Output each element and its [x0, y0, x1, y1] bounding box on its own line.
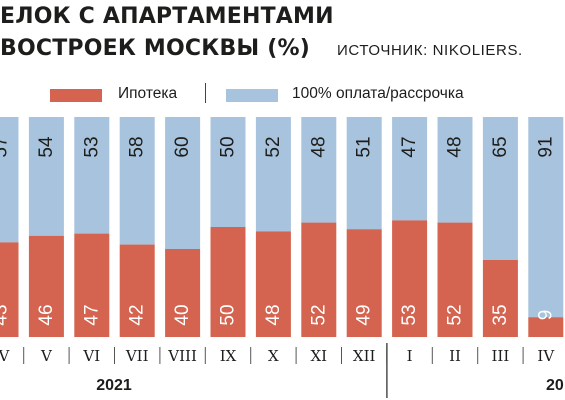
x-tick-label: XII: [353, 347, 376, 365]
value-label-mortgage: 46: [36, 304, 57, 325]
value-label-full-payment: 51: [354, 136, 375, 157]
bar-mortgage: [210, 227, 246, 337]
value-label-mortgage: 52: [445, 304, 466, 325]
chart-title-line-1: ЕЛОК С АПАРТАМЕНТАМИ: [0, 4, 334, 29]
bar-mortgage: [482, 260, 518, 337]
bar-full-payment: [301, 117, 337, 223]
value-label-full-payment: 54: [36, 136, 57, 158]
x-tick-label: VII: [125, 347, 149, 365]
legend-label-full-payment: 100% оплата/рассрочка: [292, 85, 464, 102]
bar-full-payment: [28, 117, 64, 236]
value-label-mortgage: 47: [81, 304, 102, 325]
bar-full-payment: [392, 117, 428, 221]
bar-full-payment: [482, 117, 518, 260]
bar-mortgage: [346, 229, 382, 337]
value-label-mortgage: 52: [308, 304, 329, 325]
value-label-full-payment: 47: [399, 136, 420, 157]
bar-mortgage: [392, 220, 428, 337]
bar-full-payment: [346, 117, 382, 230]
x-tick-label: III: [492, 347, 510, 365]
value-label-mortgage: 40: [172, 304, 193, 325]
year-label-next: 20: [546, 377, 564, 394]
bar-full-payment: [119, 117, 155, 245]
bar-mortgage: [528, 317, 564, 337]
bar-full-payment: [210, 117, 246, 227]
value-label-mortgage: 43: [0, 304, 12, 325]
value-label-mortgage: 53: [399, 304, 420, 325]
legend-swatch-full-payment: [226, 89, 278, 102]
source-note: ИСТОЧНИК: NIKOLIERS.: [337, 42, 523, 59]
value-label-mortgage: 49: [354, 304, 375, 325]
x-tick-label: II: [449, 347, 461, 365]
value-label-full-payment: 57: [0, 136, 12, 157]
x-tick-label: VI: [82, 347, 100, 365]
value-label-mortgage: 42: [127, 304, 148, 325]
legend-swatch-mortgage: [50, 89, 102, 102]
value-label-full-payment: 60: [172, 136, 193, 157]
value-label-full-payment: 50: [218, 136, 239, 157]
bar-mortgage: [437, 222, 473, 337]
x-tick-label: I: [407, 347, 413, 365]
x-tick-label: VIII: [167, 347, 197, 365]
value-label-mortgage: 35: [490, 304, 511, 325]
value-label-full-payment: 91: [535, 136, 556, 157]
value-label-full-payment: 65: [490, 136, 511, 157]
x-tick-label: XI: [310, 347, 327, 365]
value-label-mortgage: 50: [218, 304, 239, 325]
bar-mortgage: [0, 242, 19, 337]
bar-mortgage: [255, 231, 291, 337]
chart-title-line-2: ВОСТРОЕК МОСКВЫ (%): [0, 36, 311, 61]
bar-full-payment: [0, 117, 19, 243]
year-label-2021: 2021: [96, 377, 132, 394]
bar-mortgage: [165, 249, 201, 337]
x-tick-label: IV: [0, 347, 11, 365]
value-label-full-payment: 52: [263, 136, 284, 157]
value-label-full-payment: 58: [127, 136, 148, 157]
legend-separator: [205, 83, 206, 103]
value-label-mortgage: 48: [263, 304, 284, 325]
x-tick-label: X: [268, 347, 279, 365]
bar-full-payment: [528, 117, 564, 318]
value-label-full-payment: 48: [445, 136, 466, 157]
bar-mortgage: [119, 244, 155, 337]
bar-full-payment: [255, 117, 291, 232]
bar-mortgage: [74, 233, 110, 337]
bar-full-payment: [165, 117, 201, 249]
value-label-full-payment: 53: [81, 136, 102, 157]
legend-label-mortgage: Ипотека: [118, 85, 178, 102]
bar-full-payment: [74, 117, 110, 234]
value-label-full-payment: 48: [308, 136, 329, 157]
x-tick-label: IX: [220, 347, 237, 365]
bar-mortgage: [301, 222, 337, 337]
value-label-mortgage: 9: [535, 310, 556, 321]
x-tick-label: V: [40, 347, 53, 365]
bar-full-payment: [437, 117, 473, 223]
bar-mortgage: [28, 235, 64, 337]
x-tick-label: IV: [537, 347, 555, 365]
